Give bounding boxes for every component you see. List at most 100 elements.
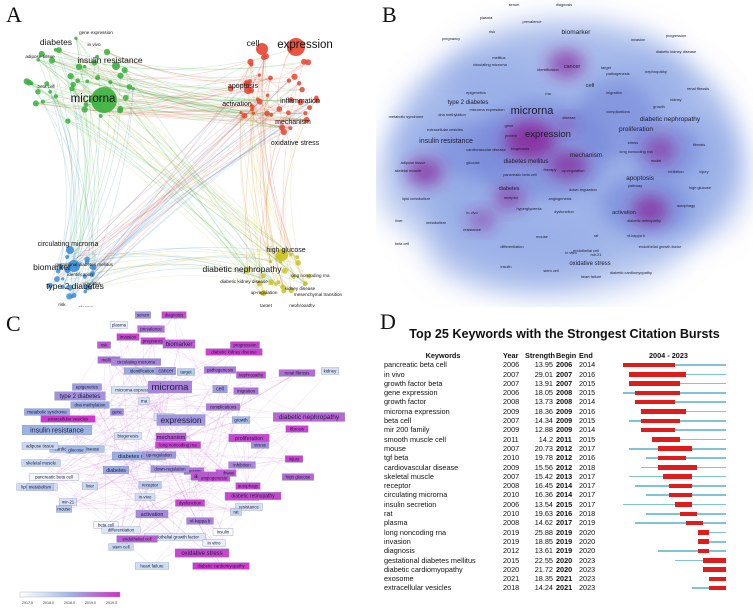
overlay-node: rna <box>138 397 150 405</box>
overlay-node: oxidative stress <box>174 548 230 558</box>
overlay-node-label: beta cell <box>98 522 114 527</box>
burst-end: 2018 <box>579 462 596 472</box>
cluster-link <box>38 59 272 116</box>
cluster-link <box>240 112 306 284</box>
cluster-node <box>291 274 296 279</box>
cluster-node <box>280 284 286 290</box>
cluster-link <box>26 81 306 284</box>
burst-keyword: growth factor beta <box>384 378 443 388</box>
cluster-node <box>288 97 294 103</box>
cluster-link <box>41 53 305 71</box>
cluster-link <box>69 257 299 289</box>
cluster-link <box>84 100 318 292</box>
cluster-node <box>276 280 281 285</box>
cluster-link <box>132 88 306 114</box>
density-label: cardiovascular disease <box>466 147 506 152</box>
cluster-node <box>243 80 250 87</box>
burst-year: 2015 <box>503 555 520 565</box>
burst-timeline <box>657 550 726 552</box>
cluster-node <box>71 292 77 298</box>
overlay-node-box <box>282 473 314 481</box>
cluster-link <box>124 69 303 92</box>
overlay-node: diabetic retinopathy <box>224 492 282 500</box>
burst-strength: 21.72 <box>534 564 553 574</box>
cluster-link <box>35 103 298 258</box>
burst-end: 2015 <box>579 416 596 426</box>
overlay-node: plasma <box>109 321 129 329</box>
burst-end: 2023 <box>579 564 596 574</box>
burst-end: 2020 <box>579 536 596 546</box>
overlay-node-label: pathway <box>218 470 235 475</box>
overlay-link <box>56 429 195 472</box>
overlay-link <box>75 449 176 538</box>
cluster-node <box>260 273 266 279</box>
cluster-label: mellitus <box>85 281 101 286</box>
cluster-label: adipose tissue <box>25 54 55 59</box>
cluster-link <box>41 53 231 90</box>
burst-strength: 14.24 <box>534 583 553 593</box>
burst-end: 2015 <box>579 388 596 398</box>
overlay-link <box>76 448 176 538</box>
overlay-node: mouse <box>56 505 72 513</box>
burst-end: 2017 <box>579 490 596 500</box>
cluster-node <box>265 93 270 98</box>
burst-end: 2016 <box>579 406 596 416</box>
density-label: pathway <box>628 183 643 188</box>
density-label: up-regulation <box>562 168 585 173</box>
cluster-link <box>269 114 306 285</box>
cluster-node <box>281 288 287 294</box>
overlay-node-label: nephropathy <box>239 372 264 377</box>
burst-strength: 16.36 <box>534 490 553 500</box>
cluster-link <box>55 49 268 114</box>
overlay-node-box <box>273 412 345 422</box>
cluster-link <box>67 120 84 126</box>
cluster-label: plasma <box>79 305 94 307</box>
cluster-link <box>264 77 284 288</box>
overlay-link <box>75 449 243 498</box>
overlay-node: mechanism <box>155 432 187 442</box>
cluster-node <box>269 112 274 117</box>
burst-highlight <box>657 446 692 451</box>
cluster-link <box>87 80 253 107</box>
cluster-link <box>93 258 272 283</box>
cluster-link <box>91 99 277 285</box>
burst-year: 2010 <box>503 490 520 500</box>
cluster-node <box>288 126 293 130</box>
burst-end: 2016 <box>579 453 596 463</box>
burst-highlight <box>669 483 692 489</box>
overlay-node: diabetic kidney disease <box>205 348 263 356</box>
overlay-node-box <box>231 416 251 424</box>
density-region <box>436 120 516 180</box>
burst-strength: 29.01 <box>534 369 553 379</box>
overlay-node-box <box>134 493 156 501</box>
cluster-label: mesenchymal transition <box>294 292 343 297</box>
overlay-link <box>120 400 145 531</box>
overlay-node: activation <box>135 509 169 519</box>
density-label: circulating microrna <box>473 62 508 67</box>
burst-end: 2023 <box>579 574 596 584</box>
overlay-node-label: endothelial growth factor <box>151 534 199 539</box>
cluster-label: type 2 diabetes <box>46 281 104 291</box>
overlay-link <box>120 370 167 531</box>
cluster-label: cell <box>247 38 260 48</box>
burst-strength: 22.55 <box>534 555 553 565</box>
overlay-link <box>158 454 295 460</box>
burst-highlight <box>629 381 681 386</box>
overlay-node-box <box>198 474 230 482</box>
burst-strength: 18.35 <box>534 574 553 584</box>
density-hotspot <box>407 158 443 186</box>
density-label: nephropathy <box>645 69 667 74</box>
burst-end: 2016 <box>579 369 596 379</box>
overlay-link <box>63 454 160 510</box>
cluster-label: diabetic kidney disease <box>220 279 268 284</box>
cluster-link <box>84 109 307 122</box>
burst-strength: 18.85 <box>534 536 553 546</box>
cluster-node <box>53 94 59 99</box>
overlay-link <box>39 468 171 488</box>
overlay-link <box>120 455 140 531</box>
density-label: serum <box>509 2 520 7</box>
cluster-link <box>91 101 261 268</box>
cluster-link <box>51 60 272 116</box>
overlay-node-label: metabolic syndrome <box>27 409 67 414</box>
overlay-link <box>67 370 331 420</box>
